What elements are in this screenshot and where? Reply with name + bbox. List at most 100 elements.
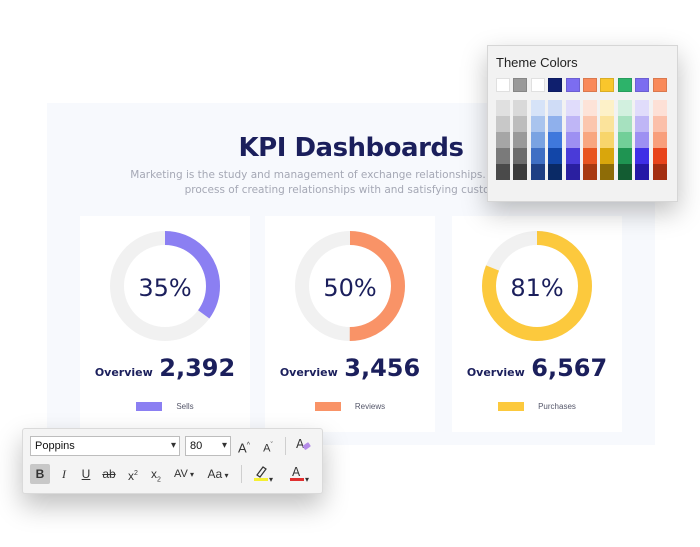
legend: Reviews (265, 402, 435, 412)
character-spacing-icon: AV (173, 468, 188, 480)
theme-shade-swatch[interactable] (583, 148, 597, 164)
theme-shade-swatch[interactable] (617, 116, 632, 132)
theme-color-swatch[interactable] (565, 78, 580, 92)
clear-formatting-icon: A (296, 437, 311, 451)
change-case-button[interactable]: Aa ▾ (207, 467, 229, 481)
strikethrough-button[interactable]: ab (102, 467, 116, 481)
theme-shade-swatch[interactable] (652, 148, 667, 164)
theme-shade-swatch[interactable] (513, 100, 528, 116)
theme-shade-swatch[interactable] (652, 164, 667, 180)
theme-shade-swatch[interactable] (635, 116, 650, 132)
theme-shade-swatch[interactable] (548, 148, 563, 164)
theme-shade-swatch[interactable] (652, 132, 667, 148)
theme-color-swatch[interactable] (600, 78, 615, 92)
theme-shade-swatch[interactable] (617, 148, 632, 164)
theme-shade-swatch[interactable] (548, 100, 563, 116)
theme-color-swatch[interactable] (530, 78, 545, 92)
theme-shade-swatch[interactable] (565, 148, 580, 164)
donut-progress (110, 231, 220, 341)
theme-shade-swatch[interactable] (583, 132, 597, 148)
theme-shade-swatch[interactable] (513, 148, 528, 164)
theme-shade-swatch[interactable] (583, 116, 597, 132)
theme-shade-swatch[interactable] (617, 132, 632, 148)
font-color-swatch (289, 478, 304, 481)
highlight-color-swatch (253, 478, 268, 481)
theme-color-swatch[interactable] (548, 78, 563, 92)
legend-label: Purchases (538, 402, 576, 411)
theme-shade-swatch[interactable] (600, 100, 615, 116)
theme-shade-swatch[interactable] (600, 116, 615, 132)
theme-shade-swatch[interactable] (530, 164, 545, 180)
theme-color-swatch[interactable] (496, 78, 510, 92)
theme-shade-swatch[interactable] (513, 132, 528, 148)
clear-formatting-button[interactable]: A (293, 436, 313, 456)
theme-shade-swatch[interactable] (600, 148, 615, 164)
subtitle-line-1: Marketing is the study and management of… (130, 169, 574, 181)
theme-color-swatch[interactable] (635, 78, 650, 92)
underline-button[interactable]: U (81, 467, 91, 481)
theme-color-swatch[interactable] (652, 78, 667, 92)
theme-shade-swatch[interactable] (635, 132, 650, 148)
donut-progress (295, 231, 405, 341)
font-size-select[interactable]: 80 ▾ (185, 436, 231, 456)
theme-shade-swatch[interactable] (548, 164, 563, 180)
overview-value: 3,456 (344, 354, 421, 382)
theme-shade-swatch[interactable] (530, 132, 545, 148)
theme-color-swatch[interactable] (617, 78, 632, 92)
superscript-button[interactable]: x2 (128, 469, 138, 483)
theme-shade-swatch[interactable] (652, 100, 667, 116)
change-case-icon: Aa (207, 467, 223, 481)
overview: Overview 3,456 (265, 354, 435, 382)
kpi-card-sells[interactable]: 35% Overview 2,392 Sells (80, 216, 250, 432)
theme-shade-swatch[interactable] (635, 148, 650, 164)
theme-shade-swatch[interactable] (530, 100, 545, 116)
donut-chart-purchases (482, 231, 592, 341)
theme-shade-swatch[interactable] (530, 148, 545, 164)
theme-shade-swatch[interactable] (548, 132, 563, 148)
theme-shade-swatch[interactable] (496, 132, 510, 148)
theme-shade-swatch[interactable] (600, 164, 615, 180)
subscript-button[interactable]: x2 (151, 467, 161, 484)
theme-shade-swatch[interactable] (548, 116, 563, 132)
font-color-button[interactable]: A ▾ (285, 464, 313, 484)
theme-shade-swatch[interactable] (513, 164, 528, 180)
theme-shade-swatch[interactable] (617, 100, 632, 116)
theme-shade-swatch[interactable] (513, 116, 528, 132)
font-color-letter: A (292, 465, 301, 479)
theme-shade-swatch[interactable] (496, 164, 510, 180)
donut-chart-sells (110, 231, 220, 341)
bold-button[interactable]: B (30, 464, 50, 484)
overview: Overview 6,567 (452, 354, 622, 382)
theme-shade-swatch[interactable] (635, 164, 650, 180)
theme-color-swatch[interactable] (513, 78, 528, 92)
theme-shade-swatch[interactable] (565, 164, 580, 180)
theme-shade-swatch[interactable] (583, 164, 597, 180)
italic-button[interactable]: I (62, 467, 66, 481)
theme-shade-swatch[interactable] (583, 100, 597, 116)
theme-shade-swatch[interactable] (496, 100, 510, 116)
grow-font-button[interactable]: A^ (238, 440, 250, 456)
shrink-font-button[interactable]: Aˇ (263, 442, 273, 455)
theme-shade-swatch[interactable] (635, 100, 650, 116)
overview-label: Overview (94, 366, 153, 379)
font-name-select[interactable]: Poppins ▾ (30, 436, 180, 456)
theme-shade-swatch[interactable] (565, 116, 580, 132)
theme-shade-swatch[interactable] (652, 116, 667, 132)
theme-color-swatch[interactable] (583, 78, 597, 92)
legend-swatch (136, 402, 163, 412)
theme-shade-swatch[interactable] (565, 132, 580, 148)
highlighter-icon (253, 466, 268, 481)
theme-shade-swatch[interactable] (530, 116, 545, 132)
character-spacing-button[interactable]: AV ▾ (173, 468, 195, 480)
highlight-color-button[interactable]: ▾ (249, 464, 277, 484)
kpi-card-purchases[interactable]: 81% Overview 6,567 Purchases (452, 216, 622, 432)
shrink-font-icon: A (263, 442, 271, 455)
theme-shade-swatch[interactable] (600, 132, 615, 148)
theme-shade-swatch[interactable] (617, 164, 632, 180)
theme-shade-swatch[interactable] (565, 100, 580, 116)
grow-font-icon: A (238, 440, 247, 456)
svg-text:A: A (296, 437, 305, 451)
kpi-card-reviews[interactable]: 50% Overview 3,456 Reviews (265, 216, 435, 432)
theme-shade-swatch[interactable] (496, 116, 510, 132)
theme-shade-swatch[interactable] (496, 148, 510, 164)
